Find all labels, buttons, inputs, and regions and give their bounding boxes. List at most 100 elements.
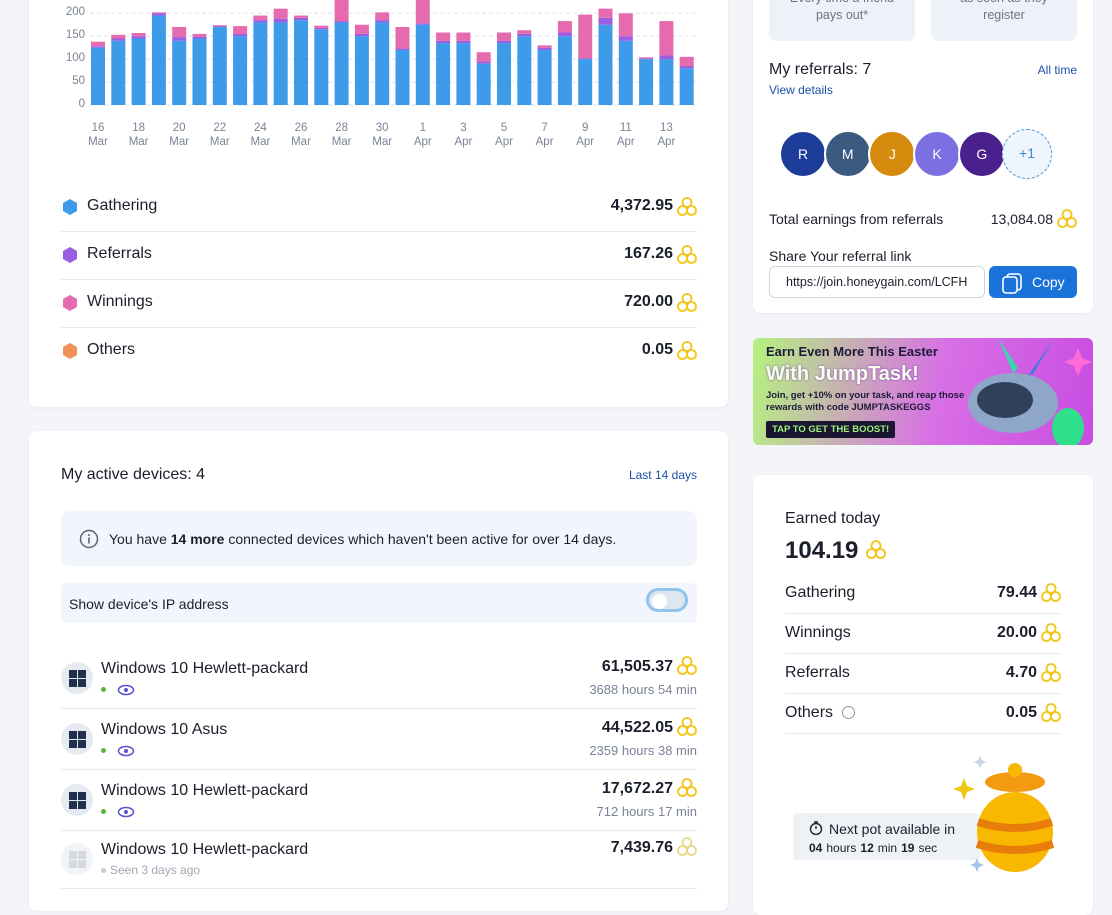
devices-period[interactable]: Last 14 days bbox=[628, 468, 697, 482]
timer-icon bbox=[809, 821, 823, 835]
x-tick-label: 20 Mar bbox=[169, 122, 190, 148]
coin-part bbox=[870, 540, 882, 551]
bar-segment bbox=[334, 21, 349, 23]
view-icon[interactable] bbox=[117, 805, 135, 819]
coin-part bbox=[677, 664, 688, 675]
honey-pot bbox=[953, 756, 1055, 872]
bar-segment bbox=[294, 15, 308, 18]
referrals-period[interactable]: All time bbox=[1037, 63, 1077, 77]
view-icon[interactable] bbox=[117, 683, 135, 697]
bar-segment bbox=[415, 24, 430, 105]
bar-segment bbox=[557, 36, 572, 106]
coin-part bbox=[686, 349, 697, 360]
separator bbox=[61, 708, 697, 709]
banner[interactable]: Earn Even More This Easter With JumpTask!… bbox=[753, 338, 1093, 445]
coin-icon bbox=[677, 293, 697, 312]
share-label: Share Your referral link bbox=[769, 248, 912, 264]
eye bbox=[117, 745, 135, 757]
bar-segment bbox=[233, 33, 248, 37]
bar-segment bbox=[578, 59, 593, 105]
logo-pane bbox=[69, 670, 77, 678]
pot-box: Next pot available in 04 hours 12 min 19 sec bbox=[793, 813, 980, 860]
bar-segment bbox=[294, 20, 308, 105]
logo-pane bbox=[78, 679, 86, 687]
separator bbox=[61, 279, 697, 280]
pot-timer: 04 hours 12 min 19 sec bbox=[809, 841, 941, 855]
pot-hours-unit: hours bbox=[826, 841, 857, 855]
coin-icon bbox=[1041, 663, 1061, 682]
y-tick-label: 200 bbox=[65, 6, 85, 19]
bar-segment bbox=[151, 12, 166, 14]
legend-icon bbox=[63, 295, 77, 311]
copy-icon bbox=[1002, 273, 1022, 294]
copy-button[interactable]: Copy bbox=[989, 266, 1077, 298]
coin-part bbox=[686, 725, 697, 736]
banner-body: Join, get +10% on your task, and reap th… bbox=[766, 390, 965, 413]
device-name: Windows 10 Hewlett-packard bbox=[101, 660, 309, 677]
view-icon[interactable] bbox=[117, 744, 135, 758]
bar-segment bbox=[273, 18, 288, 23]
avatar: R bbox=[779, 130, 827, 178]
coin-icon bbox=[1041, 583, 1061, 602]
windows-icon bbox=[61, 784, 93, 816]
bar-segment bbox=[131, 38, 146, 105]
bar-segment bbox=[578, 14, 593, 59]
bar-segment bbox=[517, 33, 532, 37]
bar-segment bbox=[375, 12, 390, 21]
coin-part bbox=[681, 245, 693, 256]
referral-info-card: as soon as they register bbox=[931, 0, 1077, 41]
bar-segment bbox=[151, 15, 166, 106]
bar-segment bbox=[517, 30, 532, 34]
coin-part bbox=[1057, 217, 1068, 228]
today-item-value: 4.70 bbox=[1005, 664, 1037, 681]
device-name: Windows 10 Asus bbox=[101, 721, 228, 738]
bar-segment bbox=[395, 27, 410, 49]
x-tick-label: 26 Mar bbox=[291, 122, 311, 148]
coin-part bbox=[1041, 631, 1052, 642]
coin-part bbox=[1045, 703, 1057, 714]
coin-part bbox=[681, 293, 693, 304]
info-icon bbox=[842, 706, 855, 719]
today-item-value: 0.05 bbox=[1005, 704, 1037, 721]
separator bbox=[785, 693, 1061, 694]
bar-segment bbox=[476, 61, 491, 64]
view-details[interactable]: View details bbox=[769, 83, 833, 97]
banner-cta[interactable]: TAP TO GET THE BOOST! bbox=[766, 421, 896, 438]
coin-part bbox=[686, 786, 697, 797]
bar-segment bbox=[659, 21, 674, 56]
bar-segment bbox=[212, 27, 227, 106]
x-tick-label: 22 Mar bbox=[209, 122, 230, 148]
link-input[interactable]: https://join.honeygain.com/LCFH bbox=[769, 266, 985, 298]
bar-segment bbox=[253, 15, 268, 21]
bar-segment bbox=[354, 36, 369, 106]
pot-stripes bbox=[975, 818, 1055, 854]
coin-part bbox=[1045, 623, 1057, 634]
legend-total: 720.00 bbox=[624, 293, 673, 310]
status-dot bbox=[101, 748, 106, 753]
device-status: Seen 3 days ago bbox=[110, 863, 201, 877]
bar-segment bbox=[517, 36, 532, 106]
bar-segment bbox=[253, 20, 268, 23]
ip-toggle[interactable] bbox=[646, 588, 688, 612]
bar-segment bbox=[273, 22, 288, 105]
coin-part bbox=[1045, 663, 1057, 674]
device-hours: 3688 hours 54 min bbox=[589, 682, 697, 697]
referral-info-card: Every time a friend pays out* bbox=[769, 0, 915, 41]
device-earnings: 61,505.37 bbox=[601, 658, 673, 675]
notice-before: You have bbox=[109, 531, 171, 547]
separator bbox=[61, 830, 697, 831]
coin-part bbox=[681, 837, 693, 848]
coin-part bbox=[681, 717, 693, 728]
bar-segment bbox=[273, 8, 288, 19]
status-dot bbox=[101, 868, 106, 873]
coin-part bbox=[681, 341, 693, 352]
legend-icon bbox=[63, 343, 77, 359]
toggle-knob bbox=[652, 594, 667, 609]
eye bbox=[117, 684, 135, 696]
logo-pane bbox=[78, 801, 86, 809]
coin-part bbox=[686, 301, 697, 312]
bar-segment bbox=[91, 47, 105, 105]
bar-segment bbox=[233, 26, 248, 34]
y-tick-label: 150 bbox=[65, 29, 85, 42]
